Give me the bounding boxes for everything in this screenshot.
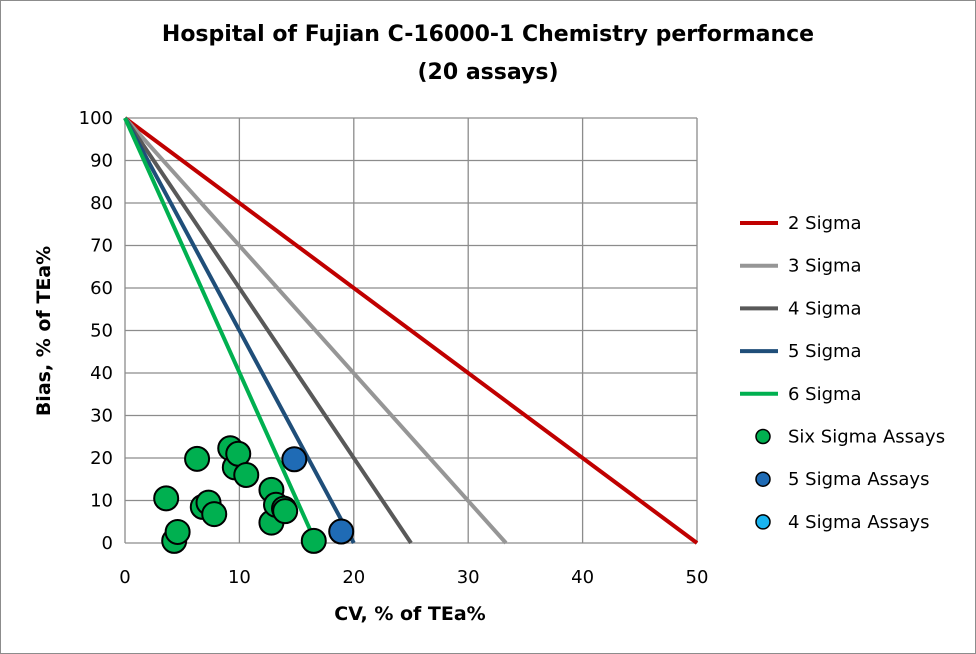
sigma-lines	[123, 116, 699, 545]
sigma-line-6-sigma	[123, 117, 318, 544]
data-point	[300, 527, 327, 554]
y-tick-label: 0	[102, 533, 113, 554]
legend-label: 3 Sigma	[788, 256, 862, 277]
x-tick-label: 50	[686, 567, 709, 588]
x-tick-label: 30	[457, 567, 480, 588]
legend-marker-swatch	[755, 471, 771, 487]
legend-label: 4 Sigma	[788, 298, 862, 319]
data-point	[281, 446, 308, 473]
y-tick-label: 40	[90, 363, 113, 384]
data-point	[184, 445, 211, 472]
data-point	[164, 518, 191, 545]
legend-label: 6 Sigma	[788, 384, 862, 405]
x-tick-label: 20	[342, 567, 365, 588]
data-point	[153, 485, 180, 512]
sigma-line-2-sigma	[123, 116, 699, 545]
y-tick-label: 70	[90, 236, 113, 257]
assay-points	[153, 435, 355, 554]
legend-marker-swatch	[755, 514, 771, 530]
legend-label: Six Sigma Assays	[788, 427, 945, 448]
y-tick-label: 10	[90, 491, 113, 512]
y-tick-label: 30	[90, 406, 113, 427]
x-tick-label: 40	[571, 567, 594, 588]
y-tick-label: 90	[90, 151, 113, 172]
y-tick-label: 50	[90, 321, 113, 342]
sigma-line-5-sigma	[123, 117, 356, 544]
y-tick-label: 80	[90, 193, 113, 214]
chart-subtitle: (20 assays)	[417, 60, 559, 85]
x-tick-label: 10	[228, 567, 251, 588]
data-point	[201, 501, 228, 528]
y-tick-label: 100	[79, 108, 113, 129]
data-point	[272, 498, 299, 525]
legend-label: 5 Sigma Assays	[788, 469, 929, 490]
legend-label: 5 Sigma	[788, 341, 862, 362]
sigma-line-4-sigma	[123, 116, 413, 545]
y-tick-label: 20	[90, 448, 113, 469]
legend-label: 4 Sigma Assays	[788, 512, 929, 533]
chart-title: Hospital of Fujian C-16000-1 Chemistry p…	[161, 22, 815, 47]
data-point	[233, 462, 260, 488]
x-axis-title: CV, % of TEa%	[334, 603, 485, 625]
x-tick-label: 0	[119, 567, 130, 588]
y-axis-title: Bias, % of TEa%	[33, 246, 55, 416]
data-point	[328, 518, 355, 545]
legend: 2 Sigma 3 Sigma 4 Sigma 5 Sigma 6 Sigma Six S…	[740, 213, 945, 533]
legend-label: 2 Sigma	[788, 213, 862, 234]
y-tick-label: 60	[90, 278, 113, 299]
sigma-line-3-sigma	[123, 116, 508, 545]
legend-marker-swatch	[755, 428, 771, 445]
tick-labels: 0 10 20 30 40 50 60 70 80 90 100 0 10 20 30 40 50	[79, 108, 709, 588]
